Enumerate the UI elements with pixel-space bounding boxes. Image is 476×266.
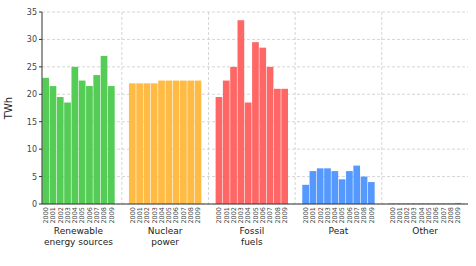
- group-label-line: fuels: [241, 237, 263, 247]
- x-tick-label: 2009: [194, 207, 202, 224]
- bar: [324, 168, 331, 204]
- y-tick: [39, 149, 42, 150]
- grid-line: [42, 204, 468, 205]
- bar: [346, 171, 353, 204]
- x-tick-label: 2009: [281, 207, 289, 224]
- y-axis-label: TWh: [3, 97, 14, 120]
- chart: 2000200120022003200420052006200720082009…: [0, 0, 476, 266]
- bar: [230, 67, 237, 204]
- y-tick: [39, 176, 42, 177]
- bar: [71, 67, 78, 204]
- bar: [79, 81, 86, 204]
- group-separator: [208, 12, 209, 204]
- grid: [42, 12, 468, 204]
- bar: [42, 78, 49, 204]
- bar: [274, 89, 281, 204]
- group-label-line: Peat: [329, 226, 349, 236]
- group-label-line: Other: [412, 226, 438, 236]
- bar: [310, 171, 317, 204]
- bar: [187, 81, 194, 204]
- y-tick-label: 0: [32, 200, 37, 209]
- y-tick-label: 5: [32, 173, 37, 182]
- x-ticks: 2000200120022003200420052006200720082009…: [42, 207, 462, 224]
- bar: [158, 81, 165, 204]
- bar: [223, 81, 230, 204]
- bars: [42, 20, 461, 204]
- bar: [361, 177, 368, 204]
- bar: [368, 182, 375, 204]
- group-label-line: Renewable: [54, 226, 104, 236]
- y-tick-label: 15: [27, 118, 37, 127]
- group-label-line: power: [151, 237, 179, 247]
- bar: [64, 103, 71, 204]
- group-separator: [121, 12, 122, 204]
- bar: [259, 48, 266, 204]
- y-tick: [39, 66, 42, 67]
- y-tick-label: 35: [27, 8, 37, 17]
- group-label-line: energy sources: [44, 237, 113, 247]
- y-tick: [39, 204, 42, 205]
- bar: [57, 97, 64, 204]
- bar: [86, 86, 93, 204]
- group-label: Nuclearpower: [148, 226, 183, 247]
- y-tick: [39, 12, 42, 13]
- group-label: Other: [412, 226, 438, 236]
- bar: [195, 81, 202, 204]
- bar: [144, 83, 151, 204]
- x-tick-label: 2009: [108, 207, 116, 224]
- bar: [108, 86, 115, 204]
- x-tick-label: 2009: [454, 207, 462, 224]
- bar: [93, 75, 100, 204]
- y-ticks: 0 5 10 15 20 25 30 35: [27, 8, 42, 209]
- group-label-line: Fossil: [239, 226, 264, 236]
- group-separator: [295, 12, 296, 204]
- y-tick: [39, 121, 42, 122]
- bar: [101, 56, 108, 204]
- group-label: Renewableenergy sources: [44, 226, 113, 247]
- bar: [245, 103, 252, 204]
- bar: [165, 81, 172, 204]
- grid-line: [42, 39, 468, 40]
- bar: [136, 83, 143, 204]
- bar: [267, 67, 274, 204]
- bar: [238, 20, 245, 204]
- bar: [151, 83, 158, 204]
- group-label: Fossilfuels: [239, 226, 264, 247]
- bar: [331, 171, 338, 204]
- bar: [50, 86, 57, 204]
- bar: [173, 81, 180, 204]
- x-tick-label: 2009: [368, 207, 376, 224]
- bar: [180, 81, 187, 204]
- y-axis-line: [42, 12, 43, 204]
- group-separator: [381, 12, 382, 204]
- bar: [353, 166, 360, 204]
- x-axis-line: [42, 204, 468, 205]
- bar: [252, 42, 259, 204]
- group-label: Peat: [329, 226, 349, 236]
- y-tick: [39, 94, 42, 95]
- bar: [129, 83, 136, 204]
- y-tick-label: 30: [27, 35, 37, 44]
- y-tick-label: 25: [27, 63, 37, 72]
- bar: [317, 168, 324, 204]
- group-label-line: Nuclear: [148, 226, 183, 236]
- y-tick-label: 10: [27, 145, 37, 154]
- bar: [302, 185, 309, 204]
- bar: [339, 179, 346, 204]
- y-tick-label: 20: [27, 90, 37, 99]
- grid-line: [42, 12, 468, 13]
- bar: [216, 97, 223, 204]
- y-tick: [39, 39, 42, 40]
- bar: [281, 89, 288, 204]
